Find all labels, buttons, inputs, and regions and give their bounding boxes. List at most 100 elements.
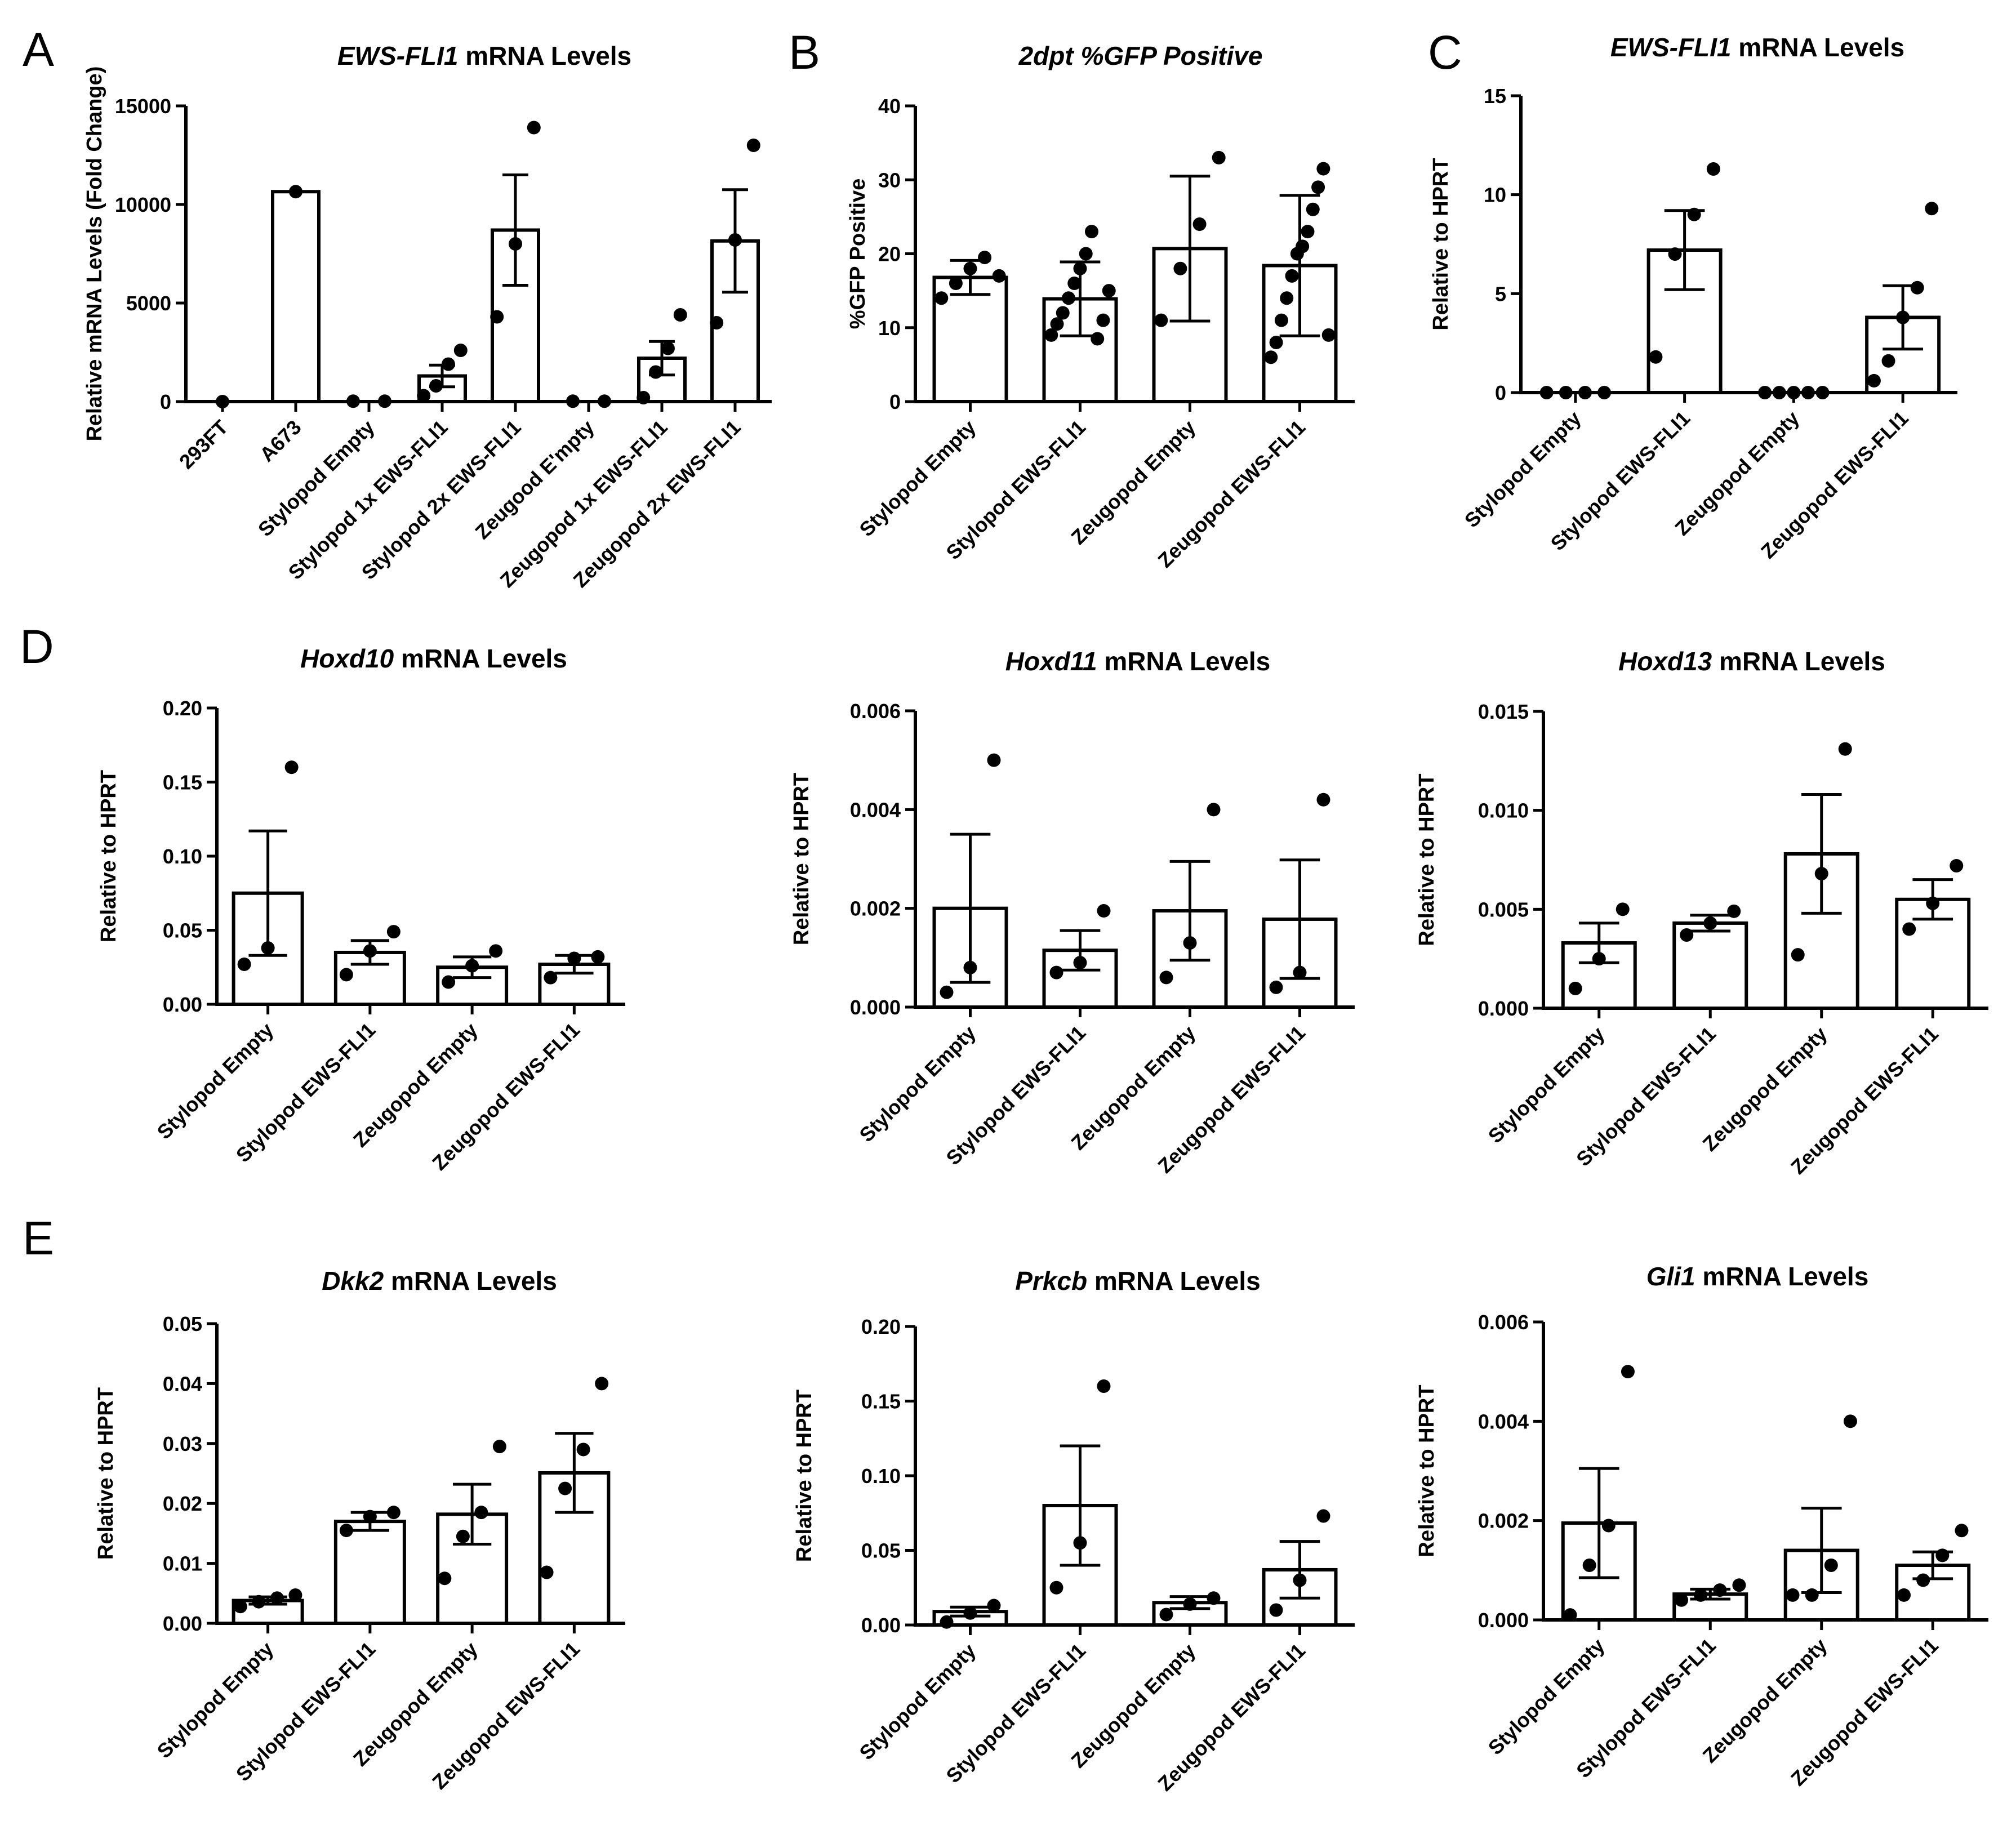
y-tick-label: 0.005 bbox=[1478, 898, 1529, 921]
data-point bbox=[1597, 386, 1612, 399]
y-tick-label: 30 bbox=[878, 168, 901, 192]
data-point bbox=[1311, 180, 1325, 194]
y-axis-label: %GFP Positive bbox=[846, 179, 870, 330]
data-point bbox=[1896, 310, 1910, 324]
y-tick-label: 0.006 bbox=[1478, 1311, 1529, 1334]
data-point bbox=[492, 1440, 506, 1454]
y-tick-label: 0.010 bbox=[1478, 799, 1529, 822]
data-point bbox=[987, 1599, 1001, 1613]
y-axis-label: Relative to HPRT bbox=[94, 1387, 118, 1560]
data-point bbox=[233, 1600, 247, 1614]
data-point bbox=[1916, 1573, 1930, 1587]
x-tick-label: Stylopod Empty bbox=[1484, 1022, 1609, 1148]
chart-title: Hoxd11 mRNA Levels bbox=[1005, 647, 1270, 676]
chart-title-italic: Prkcb bbox=[1015, 1266, 1087, 1295]
y-axis-label: Relative to HPRT bbox=[1429, 158, 1453, 330]
chart-title-rest: mRNA Levels bbox=[1732, 33, 1905, 62]
y-tick-label: 0 bbox=[1495, 381, 1506, 404]
data-point bbox=[1084, 225, 1098, 239]
chart-title-italic: EWS-FLI1 bbox=[1610, 33, 1732, 62]
y-tick-label: 20 bbox=[878, 243, 901, 266]
chart-title-rest: mRNA Levels bbox=[1712, 647, 1885, 676]
data-point bbox=[1159, 970, 1173, 985]
data-point bbox=[441, 357, 455, 371]
data-point bbox=[1306, 202, 1320, 216]
data-point bbox=[1183, 936, 1197, 950]
data-point bbox=[1925, 202, 1939, 216]
data-point bbox=[1212, 150, 1226, 164]
chart-title: Prkcb mRNA Levels bbox=[1015, 1266, 1260, 1295]
y-tick-label: 0.00 bbox=[163, 1612, 202, 1635]
data-point bbox=[1787, 386, 1801, 399]
data-point bbox=[1073, 261, 1087, 275]
y-tick-label: 0.15 bbox=[861, 1390, 901, 1413]
data-point bbox=[453, 344, 468, 357]
y-tick-label: 0.04 bbox=[163, 1372, 202, 1395]
y-tick-label: 0.05 bbox=[163, 1312, 202, 1335]
data-point bbox=[1073, 956, 1087, 970]
x-tick-label: Stylopod Empty bbox=[1460, 407, 1586, 532]
chart-title: EWS-FLI1 mRNA Levels bbox=[337, 41, 631, 70]
chart-a: EWS-FLI1 mRNA Levels Relative mRNA Levels… bbox=[83, 41, 772, 592]
data-point bbox=[1049, 965, 1063, 979]
data-point bbox=[1067, 277, 1082, 290]
y-tick-label: 0.015 bbox=[1478, 700, 1529, 723]
data-point bbox=[1843, 1414, 1857, 1428]
data-point bbox=[649, 365, 663, 379]
data-point bbox=[1539, 386, 1554, 399]
x-tick-label: A673 bbox=[255, 416, 306, 466]
data-point bbox=[1902, 922, 1916, 936]
data-point bbox=[339, 968, 353, 982]
data-point bbox=[978, 251, 992, 265]
y-tick-label: 10 bbox=[878, 317, 901, 340]
data-point bbox=[746, 139, 760, 152]
data-point bbox=[1592, 952, 1606, 966]
y-tick-label: 0.000 bbox=[850, 996, 901, 1019]
data-point bbox=[710, 316, 724, 330]
y-tick-label: 10 bbox=[1484, 184, 1506, 207]
data-point bbox=[1732, 1578, 1746, 1592]
chart-title-rest: mRNA Levels bbox=[384, 1266, 557, 1295]
chart-d1: Hoxd10 mRNA Levels Relative to HPRT 0.00 0.… bbox=[97, 644, 625, 1175]
data-point bbox=[1563, 1608, 1577, 1622]
data-point bbox=[1582, 1559, 1596, 1573]
data-point bbox=[1772, 386, 1786, 399]
y-tick-label: 0 bbox=[160, 390, 171, 413]
data-point bbox=[1269, 336, 1283, 349]
chart-title-rest: mRNA Levels bbox=[1695, 1262, 1869, 1291]
data-point bbox=[1649, 350, 1663, 364]
y-tick-label: 0.002 bbox=[1478, 1510, 1529, 1533]
data-point bbox=[728, 233, 742, 247]
data-point bbox=[1881, 354, 1895, 368]
data-point bbox=[544, 970, 558, 985]
data-point bbox=[289, 185, 302, 199]
y-tick-label: 0.15 bbox=[163, 771, 202, 794]
data-point bbox=[1293, 965, 1307, 979]
data-point bbox=[284, 760, 299, 774]
data-point bbox=[1838, 742, 1852, 756]
panel-letter-e: E bbox=[23, 1212, 55, 1265]
data-point bbox=[1056, 306, 1070, 320]
chart-title-rest: mRNA Levels bbox=[1087, 1266, 1261, 1295]
chart-title-italic: Hoxd10 bbox=[300, 644, 394, 673]
data-point bbox=[346, 394, 360, 408]
data-point bbox=[1316, 162, 1330, 176]
data-point bbox=[1096, 313, 1110, 327]
data-point bbox=[216, 395, 229, 408]
data-point bbox=[1675, 1593, 1689, 1607]
chart-b: 2dpt %GFP Positive %GFP Positive 0 10 20 30 40… bbox=[846, 41, 1355, 572]
data-point bbox=[386, 1506, 400, 1520]
data-point bbox=[1814, 867, 1828, 881]
panel-letter-b: B bbox=[789, 26, 821, 79]
y-tick-label: 0.01 bbox=[163, 1552, 202, 1575]
data-point bbox=[363, 1510, 377, 1524]
data-point bbox=[378, 394, 391, 408]
y-tick-label: 15 bbox=[1484, 84, 1506, 108]
data-point bbox=[558, 1481, 572, 1495]
chart-title-italic: 2dpt %GFP Positive bbox=[1018, 41, 1263, 70]
data-point bbox=[1285, 269, 1299, 283]
data-point bbox=[1316, 792, 1330, 807]
data-point bbox=[1706, 162, 1720, 176]
data-point bbox=[1601, 1519, 1616, 1533]
x-tick-label: Stylopod Empty bbox=[855, 1639, 980, 1765]
